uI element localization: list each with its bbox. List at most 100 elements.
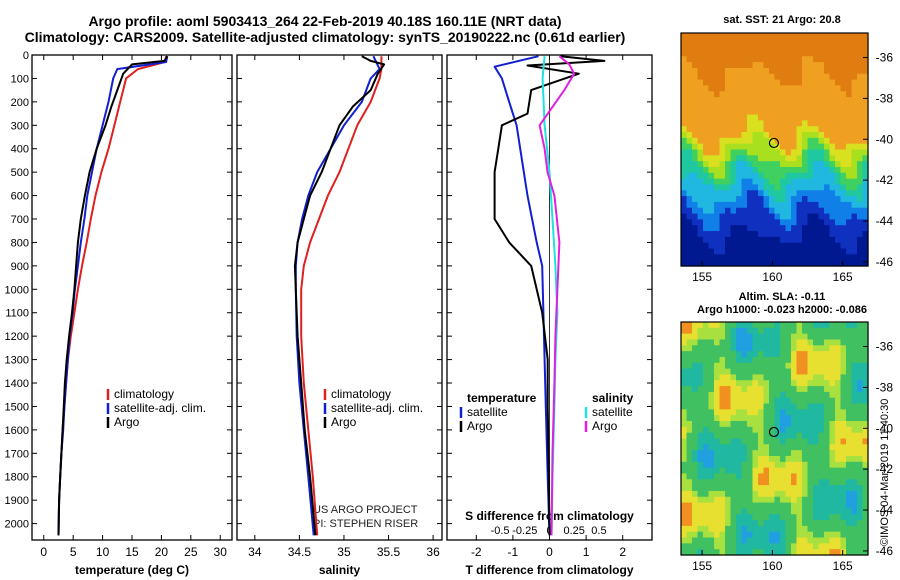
map-cell [692,79,699,87]
map-cell [818,549,825,556]
map-cell [719,391,726,399]
map-cell [697,549,704,556]
map-cell [736,438,743,445]
map-cell [774,432,781,440]
map-cell [758,333,765,341]
map-cell [752,155,759,162]
map-cell [824,260,831,267]
map-cell [857,213,864,220]
map-cell [769,242,776,250]
map-cell [703,149,710,156]
map-cell [736,225,743,232]
map-cell [752,50,759,57]
map-cell [796,450,803,457]
map-cell [736,184,743,191]
map-cell [862,225,869,232]
map-cell [829,213,836,220]
map-cell [829,496,836,504]
depth-tick-label: 1900 [5,495,29,507]
map-cell [752,374,759,381]
map-cell [818,322,825,329]
map-cell [741,137,748,145]
map-cell [829,33,836,40]
map-cell [851,415,858,422]
map-cell [741,333,748,341]
map-cell [802,450,809,457]
map-cell [813,219,820,226]
map-cell [774,190,781,197]
map-cell [862,450,869,457]
map-cell [714,485,721,492]
map-cell [840,85,847,92]
map-cell [719,143,726,151]
map-cell [857,351,864,358]
map-cell [747,213,754,220]
map-cell [829,201,836,209]
map-cell [780,38,787,46]
map-cell [857,531,864,539]
map-cell [719,178,726,186]
map-cell [807,161,814,168]
map-cell [703,114,710,121]
map-cell [730,543,737,550]
map-cell [725,368,732,376]
map-cell [692,356,699,364]
map-cell [829,166,836,174]
map-cell [763,415,770,422]
map-cell [725,508,732,515]
map-cell [824,455,831,463]
x-tick-label: 1 [583,545,590,559]
map-cell [747,333,754,341]
map-cell [708,374,715,381]
map-cell [862,432,869,440]
map-cell [835,368,842,376]
map-cell [686,502,693,509]
map-cell [851,327,858,335]
map-cell [708,543,715,550]
map-cell [703,432,710,440]
map-cell [780,114,787,121]
map-cell [769,502,776,509]
map-cell [741,543,748,550]
map-cell [846,380,853,387]
map-cell [862,50,869,57]
map-cell [846,525,853,533]
map-cell [862,461,869,469]
map-cell [840,380,847,387]
map-cell [730,444,737,451]
map-cell [824,102,831,110]
map-cell [835,374,842,381]
map-cell [835,190,842,197]
map-cell [758,260,765,267]
map-cell [697,231,704,238]
map-cell [736,508,743,515]
map-cell [818,525,825,533]
map-cell [785,108,792,116]
series-line-t_argo [493,55,606,536]
map-cell [708,155,715,162]
map-cell [747,374,754,381]
map-cell [736,426,743,434]
map-cell [813,322,820,329]
map-cell [851,102,858,110]
map-cell [835,33,842,40]
map-cell [708,415,715,422]
map-cell [862,213,869,220]
map-cell [824,155,831,162]
map-cell [769,184,776,191]
map-cell [703,543,710,550]
map-cell [736,473,743,480]
map-cell [725,85,732,92]
map-cell [791,62,798,69]
map-cell [780,525,787,533]
map-cell [697,120,704,127]
map-cell [725,44,732,52]
map-cell [813,368,820,376]
map-cell [774,62,781,69]
map-cell [807,114,814,121]
map-cell [857,172,864,180]
map-cell [708,172,715,180]
map-cell [824,62,831,69]
map-cell [686,172,693,180]
map-cell [730,421,737,428]
